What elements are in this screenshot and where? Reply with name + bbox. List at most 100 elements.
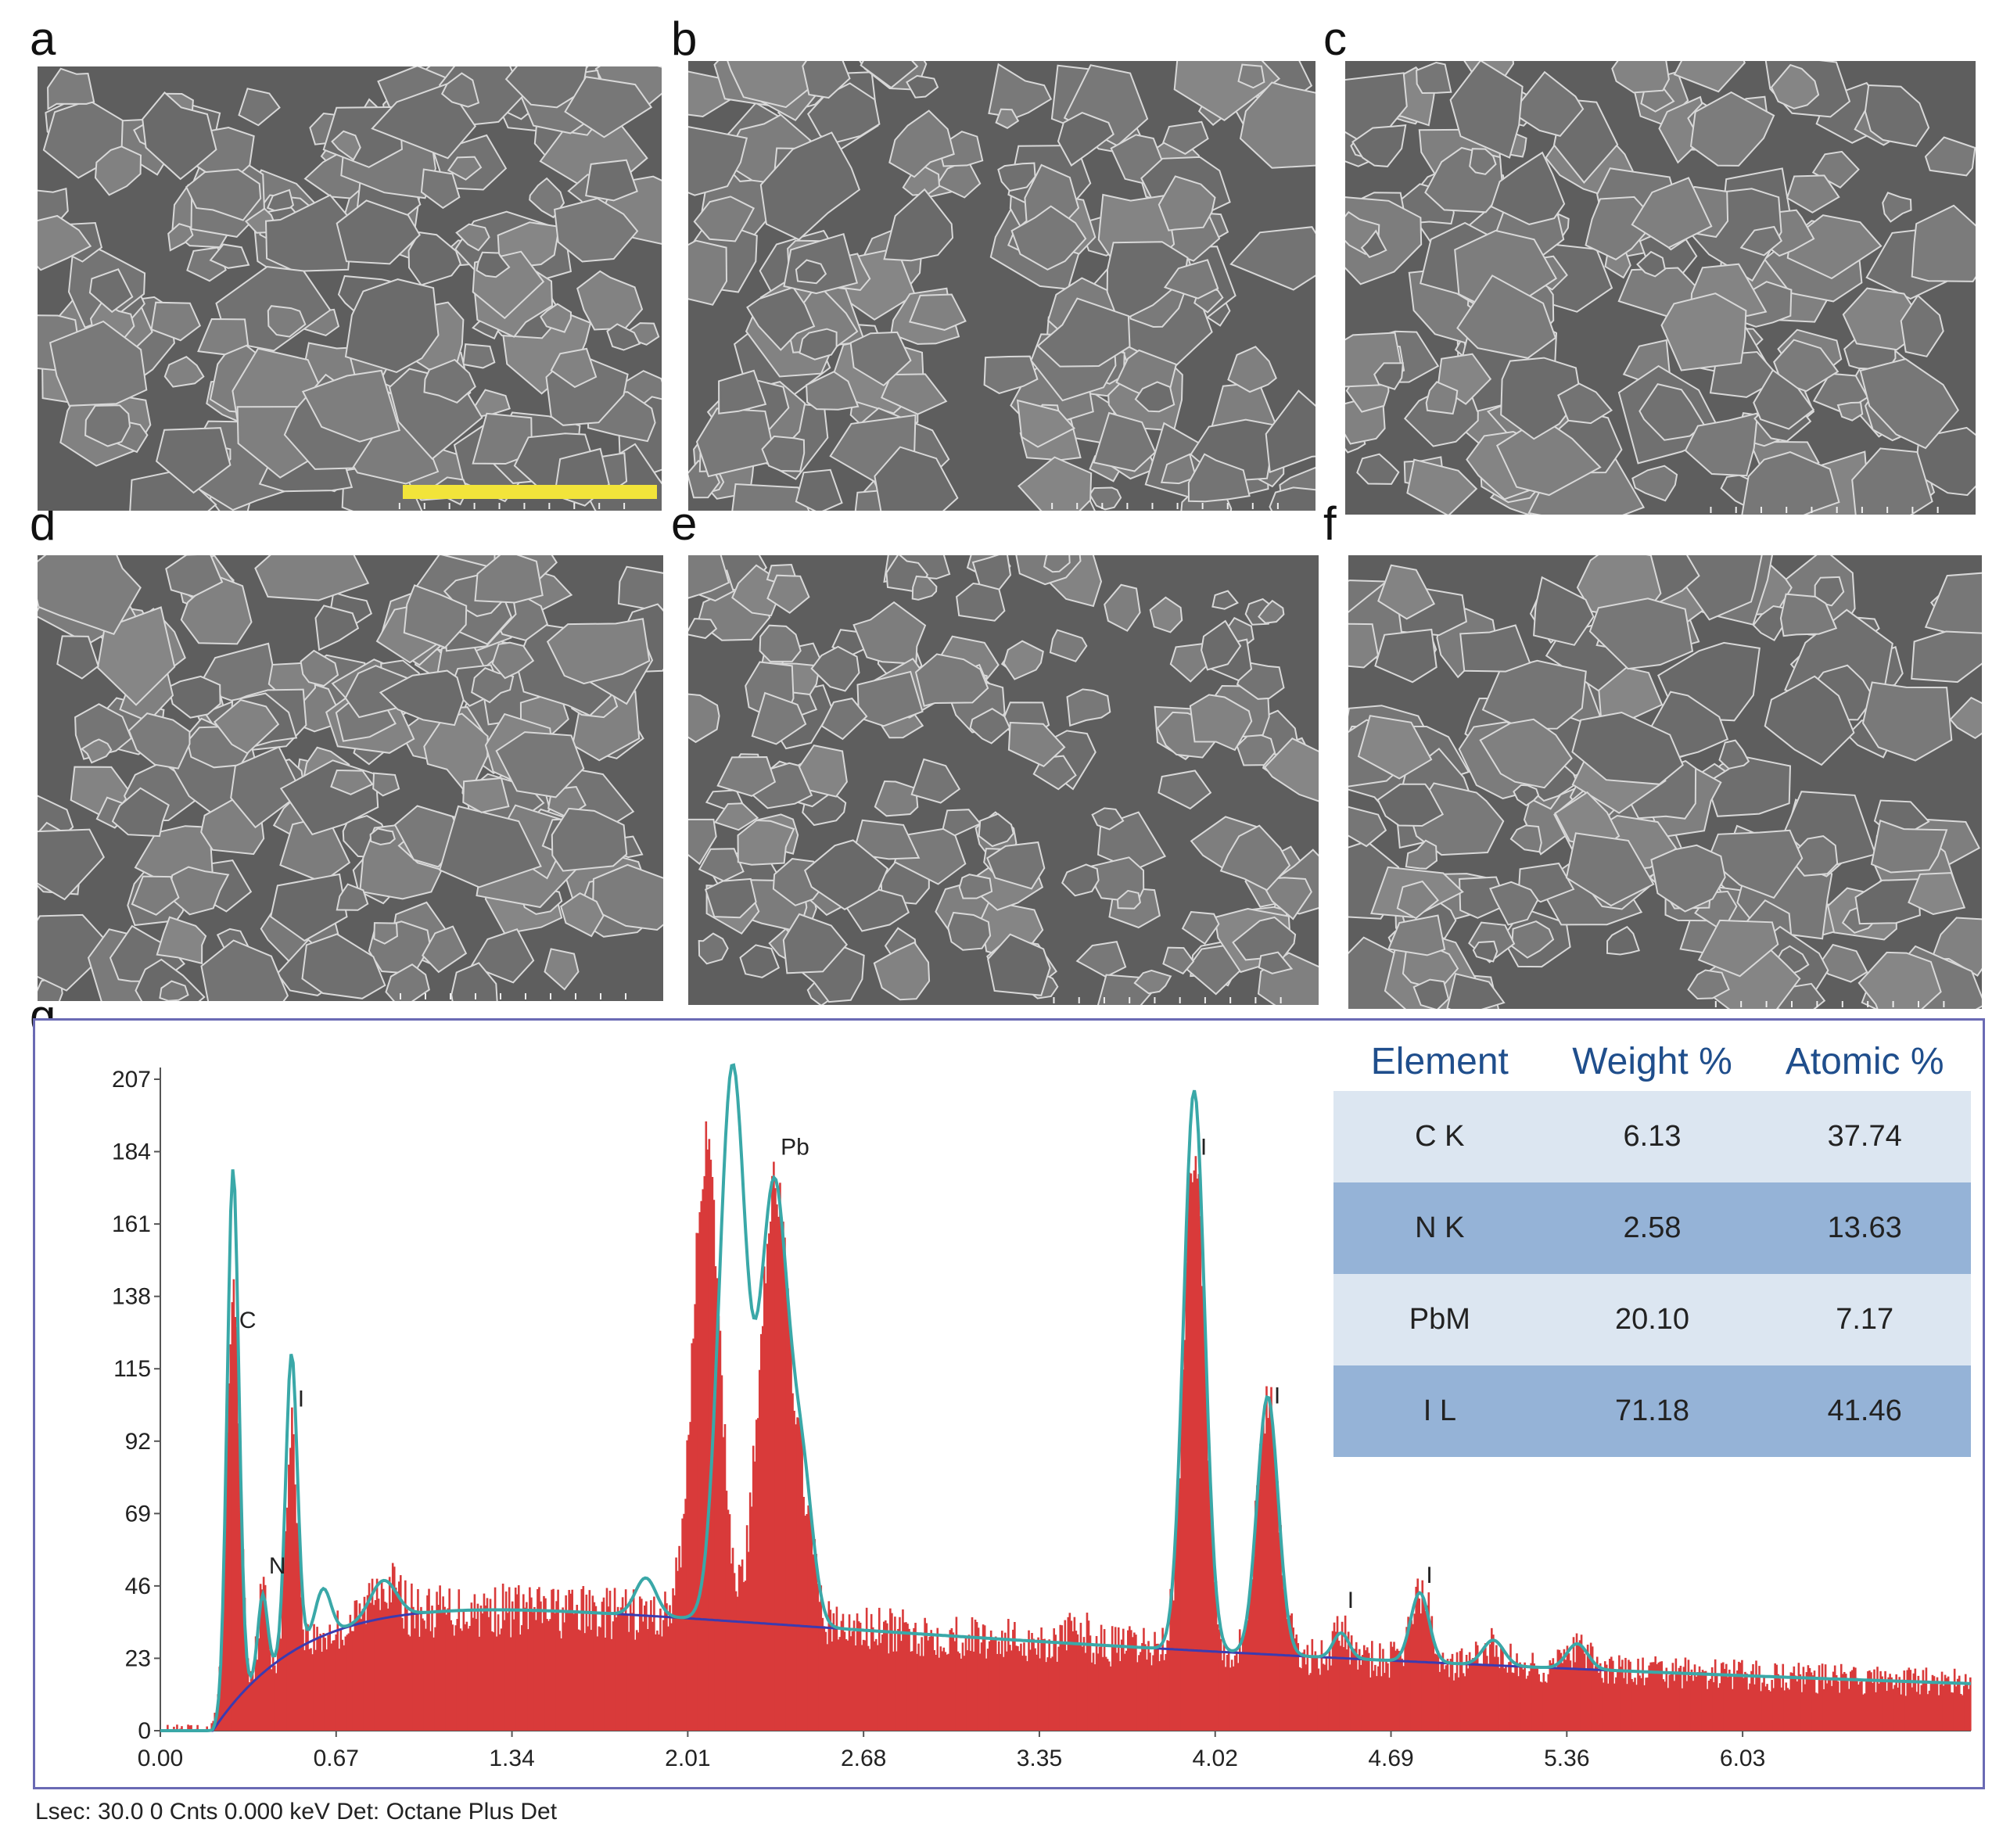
count-bar <box>999 1653 1002 1731</box>
count-bar <box>431 1606 433 1731</box>
cell-atomic: 37.74 <box>1827 1120 1902 1153</box>
count-bar <box>1687 1660 1690 1731</box>
count-bar <box>1856 1678 1858 1731</box>
count-bar <box>462 1609 465 1731</box>
count-bar <box>1216 1624 1219 1731</box>
particle <box>1348 806 1387 848</box>
count-bar <box>919 1656 921 1731</box>
count-bar <box>1448 1677 1451 1731</box>
particle <box>1650 844 1726 913</box>
count-bar <box>1171 1585 1173 1731</box>
count-bar <box>873 1641 876 1731</box>
count-bar <box>1620 1667 1622 1731</box>
count-bar <box>1807 1665 1810 1731</box>
particle <box>554 197 639 263</box>
count-bar <box>1646 1678 1649 1731</box>
count-bar <box>957 1651 960 1731</box>
count-bar <box>1889 1674 1891 1731</box>
count-bar <box>1466 1668 1470 1731</box>
count-bar <box>627 1631 630 1731</box>
count-bar <box>933 1650 936 1731</box>
table-row: C K 6.13 37.74 <box>1333 1091 1971 1182</box>
count-bar <box>601 1602 604 1731</box>
count-bar <box>228 1383 231 1731</box>
particle <box>1606 925 1640 956</box>
count-bar <box>1747 1689 1750 1731</box>
count-bar <box>562 1607 564 1731</box>
count-bar <box>1592 1670 1595 1731</box>
particle <box>1116 889 1141 910</box>
count-bar <box>176 1724 178 1731</box>
count-bar <box>484 1605 487 1731</box>
count-bar <box>651 1621 654 1731</box>
particle <box>1049 629 1088 662</box>
particle <box>379 669 465 727</box>
count-bar <box>928 1636 931 1731</box>
particle <box>986 841 1046 890</box>
x-tick-label: 2.68 <box>841 1746 886 1771</box>
count-bar <box>832 1613 835 1731</box>
count-bar <box>897 1628 899 1731</box>
count-bar <box>1111 1626 1114 1731</box>
x-tick-label: 0.67 <box>314 1746 359 1771</box>
count-bar <box>1739 1663 1742 1731</box>
count-bar <box>1261 1442 1263 1731</box>
count-bar <box>1816 1693 1819 1731</box>
count-bar <box>1393 1642 1395 1731</box>
count-bar <box>1785 1682 1788 1731</box>
count-bar <box>1693 1664 1696 1731</box>
particle <box>1036 297 1131 368</box>
cell-weight: 20.10 <box>1614 1303 1690 1336</box>
count-bar <box>1180 1400 1183 1731</box>
count-bar <box>871 1627 874 1731</box>
count-bar <box>1508 1662 1510 1731</box>
count-bar <box>653 1596 655 1731</box>
count-bar <box>399 1575 402 1731</box>
count-bar <box>1827 1678 1830 1731</box>
count-bar <box>1295 1634 1298 1731</box>
count-bar <box>680 1567 682 1731</box>
particle <box>1387 914 1446 956</box>
count-bar <box>1586 1644 1589 1731</box>
scale-bar <box>403 485 657 499</box>
particle <box>564 76 653 138</box>
count-bar <box>554 1613 556 1731</box>
count-bar <box>1912 1673 1915 1731</box>
count-bar <box>369 1602 372 1731</box>
count-bar <box>1743 1678 1745 1731</box>
count-bar <box>1290 1613 1293 1731</box>
particle <box>440 72 480 108</box>
count-bar <box>1915 1692 1918 1731</box>
count-bar <box>1314 1651 1317 1731</box>
count-bar <box>1681 1688 1684 1731</box>
count-bar <box>349 1614 352 1731</box>
count-bar <box>1651 1662 1653 1731</box>
count-bar <box>1500 1647 1502 1731</box>
count-bar <box>544 1598 547 1731</box>
particle <box>1227 346 1277 393</box>
count-bar <box>969 1650 972 1731</box>
count-bar <box>389 1602 393 1731</box>
count-bar <box>563 1622 565 1731</box>
count-bar <box>509 1637 512 1731</box>
count-bar <box>1303 1649 1306 1731</box>
count-bar <box>529 1587 531 1731</box>
count-bar <box>1679 1665 1682 1731</box>
count-bar <box>1379 1643 1381 1731</box>
count-bar <box>1567 1653 1570 1731</box>
particle <box>159 980 189 1001</box>
particle <box>462 777 510 813</box>
count-bar <box>781 1229 783 1731</box>
count-bar <box>972 1651 975 1731</box>
count-bar <box>1070 1620 1073 1731</box>
count-bar <box>1755 1660 1757 1731</box>
count-bar <box>1736 1670 1739 1731</box>
count-bar <box>1605 1664 1608 1731</box>
count-bar <box>629 1599 632 1731</box>
count-bar <box>1089 1635 1092 1731</box>
count-bar <box>1177 1477 1180 1731</box>
particle <box>1770 63 1820 109</box>
count-bar <box>495 1636 498 1731</box>
particle <box>472 412 533 465</box>
count-bar <box>415 1612 418 1731</box>
